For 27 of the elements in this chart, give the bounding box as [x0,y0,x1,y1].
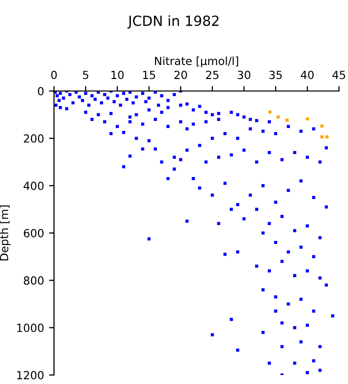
x-tick-label: 40 [300,70,314,80]
x-axis-title: Nitrate [µmol/l] [155,56,238,68]
y-tick-label: 200 [24,134,44,143]
point [276,115,280,119]
x-tick-label: 20 [174,70,187,80]
y-tick-label: 1200 [17,370,44,380]
y-tick-label: 600 [24,228,44,238]
x-tick-label: 10 [111,70,124,80]
x-tick-label: 30 [238,70,250,80]
point [306,117,309,120]
y-axis-title: Depth [m] [0,206,10,260]
y-tick-label: 0 [38,86,44,96]
y-tick-label: 800 [24,276,44,285]
x-tick-label: 25 [206,70,218,80]
chart-title: JCDN in 1982 [127,15,218,29]
point [325,135,329,138]
x-tick-label: 0 [51,70,57,80]
x-tick-label: 45 [332,70,346,80]
x-tick-label: 5 [82,70,88,80]
point [286,118,289,122]
x-tick-label: 15 [143,70,156,80]
point [320,124,324,128]
y-tick-label: 1000 [17,324,44,332]
x-tick-label: 35 [269,70,282,80]
point [320,135,324,138]
y-tick-label: 400 [24,182,44,190]
point [268,110,272,114]
